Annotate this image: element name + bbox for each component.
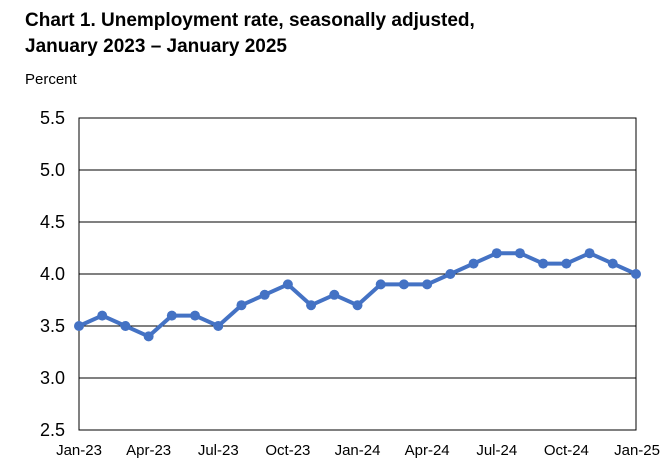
data-point xyxy=(491,248,502,259)
y-tick-label: 5.5 xyxy=(40,108,65,128)
chart-title: Chart 1. Unemployment rate, seasonally a… xyxy=(25,8,475,60)
data-point xyxy=(631,269,641,279)
y-tick-label: 3.5 xyxy=(40,316,65,336)
data-point xyxy=(445,269,456,279)
data-point xyxy=(422,279,433,290)
x-tick-label: Oct-23 xyxy=(265,442,310,459)
y-axis-label: Percent xyxy=(25,71,77,88)
data-points xyxy=(74,248,641,342)
x-tick-label: Jul-24 xyxy=(476,442,517,459)
data-point xyxy=(352,300,363,311)
x-tick-label: Apr-23 xyxy=(126,442,171,459)
y-tick-labels: 2.5 3.0 3.5 4.0 4.5 5.0 5.5 xyxy=(40,108,65,440)
x-tick-label: Jan-23 xyxy=(56,442,102,459)
x-tick-label: Jul-23 xyxy=(198,442,239,459)
x-tick-label: Jan-25 xyxy=(614,442,660,459)
data-point xyxy=(468,258,479,269)
y-tick-label: 2.5 xyxy=(40,420,65,440)
data-point xyxy=(190,310,201,321)
chart-title-line2: January 2023 – January 2025 xyxy=(25,36,287,57)
x-tick-label: Oct-24 xyxy=(544,442,589,459)
data-point xyxy=(120,321,131,331)
data-point xyxy=(398,279,409,290)
y-tick-label: 4.0 xyxy=(40,264,65,284)
data-point xyxy=(538,258,549,269)
series-line xyxy=(77,251,638,339)
data-point xyxy=(213,321,224,331)
data-point xyxy=(584,248,595,259)
x-tick-label: Apr-24 xyxy=(405,442,450,459)
gridlines xyxy=(79,117,636,431)
y-tick-label: 4.5 xyxy=(40,212,65,232)
data-point xyxy=(329,289,340,300)
data-point xyxy=(74,321,84,331)
data-point xyxy=(143,331,154,342)
chart-title-line1: Chart 1. Unemployment rate, seasonally a… xyxy=(25,10,475,31)
data-point xyxy=(259,289,270,300)
data-point xyxy=(607,258,618,269)
data-point xyxy=(561,258,572,269)
data-point xyxy=(514,248,525,259)
x-tick-labels: Jan-23 Apr-23 Jul-23 Oct-23 Jan-24 Apr-24 Jul-… xyxy=(56,442,660,459)
y-tick-label: 5.0 xyxy=(40,160,65,180)
x-tick-label: Jan-24 xyxy=(335,442,381,459)
data-point xyxy=(282,279,293,290)
data-point xyxy=(236,300,247,311)
y-tick-label: 3.0 xyxy=(40,368,65,388)
data-point xyxy=(166,310,177,321)
data-point xyxy=(306,300,317,311)
data-point xyxy=(97,310,108,321)
data-point xyxy=(375,279,386,290)
